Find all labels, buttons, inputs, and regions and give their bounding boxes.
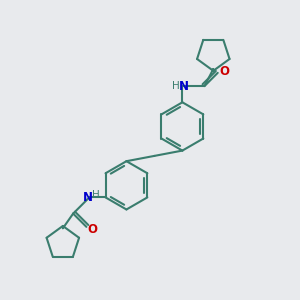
- Text: N: N: [179, 80, 189, 93]
- Text: H: H: [92, 190, 100, 200]
- Text: N: N: [83, 191, 93, 204]
- Text: O: O: [88, 223, 98, 236]
- Text: O: O: [219, 65, 229, 78]
- Text: H: H: [172, 81, 180, 91]
